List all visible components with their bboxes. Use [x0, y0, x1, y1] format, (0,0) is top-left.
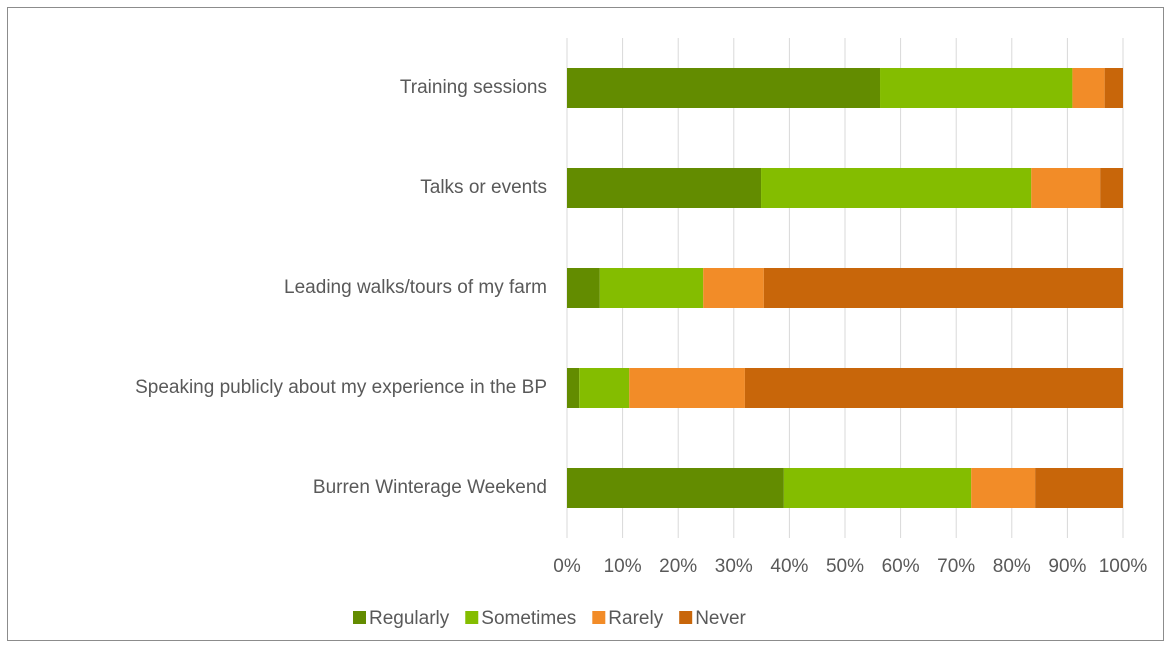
x-tick-label: 50%: [826, 556, 864, 577]
x-tick-label: 20%: [659, 556, 697, 577]
bar-segment: [703, 268, 764, 308]
bar-segment: [880, 68, 1073, 108]
bar-segment: [567, 368, 580, 408]
legend-label: Never: [695, 608, 746, 629]
legend-label: Sometimes: [481, 608, 576, 629]
y-tick-label: Talks or events: [420, 177, 547, 198]
x-tick-label: 40%: [770, 556, 808, 577]
bar-segment: [1100, 168, 1123, 208]
bar-segment: [783, 468, 972, 508]
bar-segment: [1031, 168, 1101, 208]
bar-segment: [629, 368, 745, 408]
x-tick-label: 100%: [1099, 556, 1148, 577]
x-tick-label: 60%: [882, 556, 920, 577]
x-tick-label: 30%: [715, 556, 753, 577]
chart-border: [7, 7, 1164, 641]
bar-segment: [1104, 68, 1123, 108]
x-tick-label: 70%: [937, 556, 975, 577]
y-tick-label: Burren Winterage Weekend: [313, 477, 547, 498]
x-tick-label: 80%: [993, 556, 1031, 577]
legend-swatch: [679, 611, 693, 624]
y-tick-label: Speaking publicly about my experience in…: [135, 377, 547, 398]
bar-segment: [971, 468, 1036, 508]
legend-swatch: [465, 611, 479, 624]
legend-swatch: [353, 611, 366, 624]
bar-segment: [1072, 68, 1105, 108]
y-tick-label: Training sessions: [400, 77, 547, 98]
bar-segment: [744, 368, 1123, 408]
x-tick-label: 10%: [604, 556, 642, 577]
bar-segment: [567, 268, 600, 308]
bar-segment: [599, 268, 704, 308]
bar-segment: [763, 268, 1123, 308]
y-tick-label: Leading walks/tours of my farm: [284, 277, 547, 298]
bar-segment: [761, 168, 1032, 208]
bar-segment: [567, 468, 784, 508]
bar-segment: [567, 168, 762, 208]
bar-segment: [567, 68, 881, 108]
legend-label: Rarely: [608, 608, 663, 629]
x-tick-label: 0%: [553, 556, 581, 577]
x-tick-label: 90%: [1048, 556, 1086, 577]
bar-segment: [579, 368, 630, 408]
bar-segment: [1035, 468, 1123, 508]
legend-swatch: [592, 611, 606, 624]
legend-label: Regularly: [369, 608, 450, 629]
